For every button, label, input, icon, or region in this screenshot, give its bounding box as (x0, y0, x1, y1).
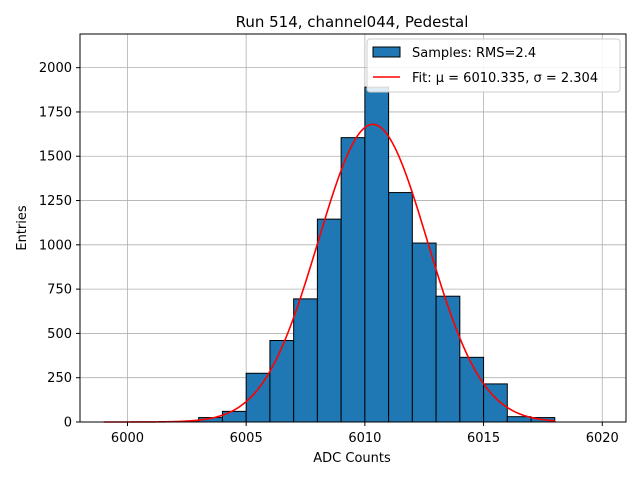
y-axis-label: Entries (15, 205, 30, 251)
y-tick-label: 250 (47, 371, 72, 386)
x-tick-label: 6010 (348, 431, 381, 446)
y-tick-label: 1000 (39, 238, 72, 253)
y-tick-label: 1250 (39, 194, 72, 209)
histogram-bar (459, 356, 485, 423)
histogram-bar (340, 137, 366, 423)
x-tick-label: 6000 (111, 431, 144, 446)
x-tick-label: 6020 (586, 431, 619, 446)
legend-box (366, 38, 621, 93)
histogram-bar (364, 86, 390, 423)
y-tick-label: 750 (47, 283, 72, 298)
histogram-bar (506, 416, 532, 423)
histogram-bar (316, 218, 342, 423)
legend-samples-label: Samples: RMS=2.4 (412, 46, 536, 61)
legend-fit-label: Fit: μ = 6010.335, σ = 2.304 (412, 71, 598, 86)
y-tick-label: 1500 (39, 150, 72, 165)
histogram-bar (221, 410, 247, 423)
histogram-bar (435, 295, 461, 423)
x-tick-label: 6005 (230, 431, 263, 446)
x-axis-label: ADC Counts (313, 451, 391, 466)
histogram-bar (411, 242, 437, 423)
histogram-bar (269, 340, 295, 423)
fit-curve (103, 123, 555, 423)
y-tick-label: 2000 (39, 61, 72, 76)
y-tick-label: 1750 (39, 105, 72, 120)
histogram-bar (388, 192, 413, 423)
y-axis: 0 250 500 750 1000 1250 1500 1750 2000 (39, 61, 80, 431)
x-tick-label: 6015 (467, 431, 500, 446)
plot-frame (79, 33, 627, 423)
legend: Samples: RMS=2.4 Fit: μ = 6010.335, σ = … (366, 38, 621, 93)
legend-bar-swatch (372, 46, 401, 58)
x-axis: 6000 6005 6010 6015 6020 (111, 422, 619, 446)
y-tick-label: 0 (64, 416, 72, 431)
histogram-bar (293, 298, 318, 423)
chart-title: Run 514, channel044, Pedestal (236, 13, 469, 31)
y-tick-label: 500 (47, 327, 72, 342)
histogram-bars (174, 86, 556, 423)
